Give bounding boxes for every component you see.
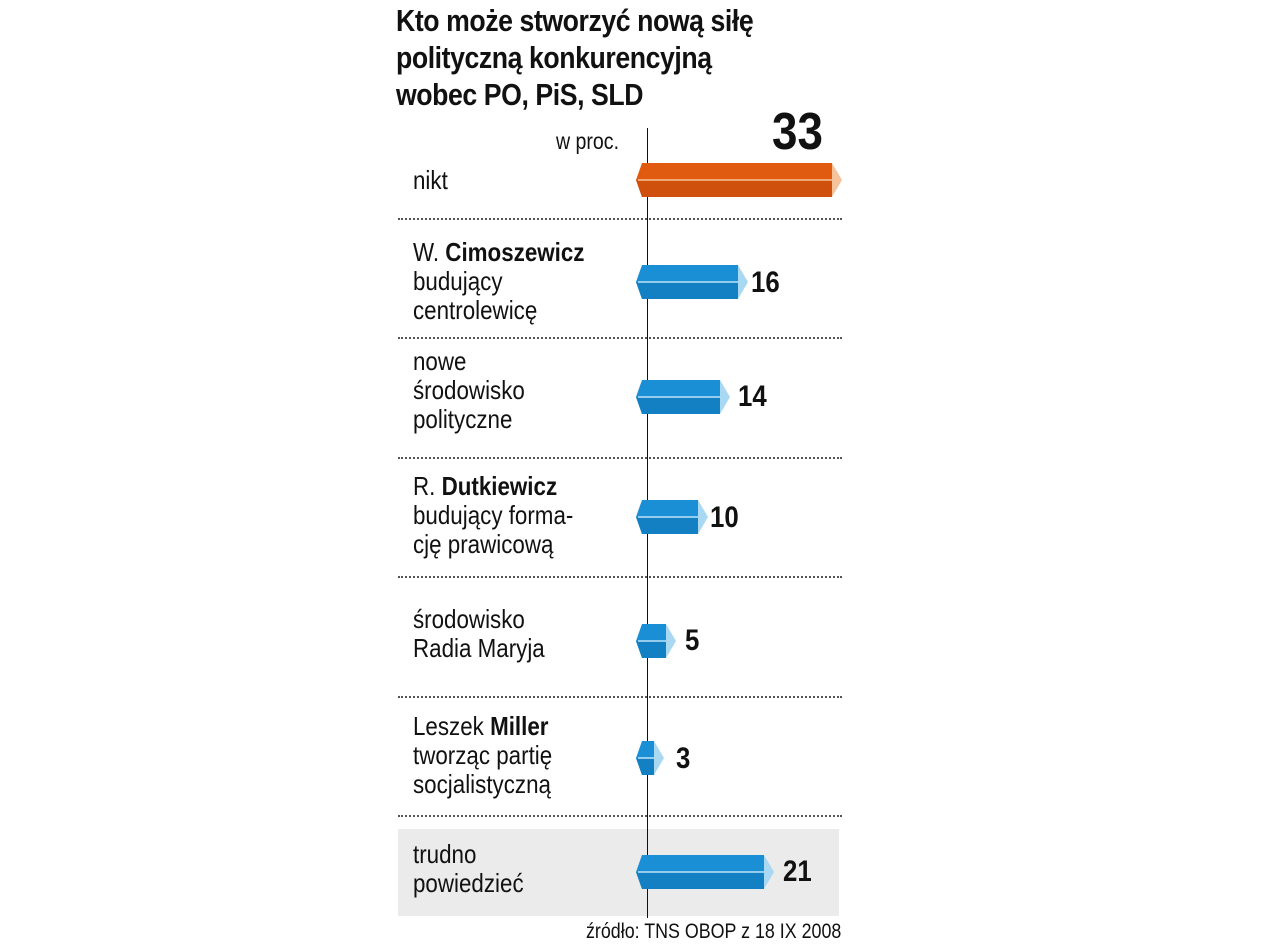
title-line-2: polityczną konkurencyjną bbox=[396, 40, 712, 75]
chart-title: Kto może stworzyć nową siłę polityczną k… bbox=[396, 2, 783, 113]
row-label-nowe-srodowisko: nowe środowisko polityczne bbox=[413, 346, 525, 434]
row-label-nikt: nikt bbox=[413, 165, 448, 195]
bar-nowe-srodowisko bbox=[636, 380, 736, 414]
source-note: źródło: TNS OBOP z 18 IX 2008 bbox=[586, 920, 842, 943]
value-label-radio-maryja: 5 bbox=[685, 624, 700, 657]
row-separator bbox=[398, 218, 842, 220]
bar-dutkiewicz bbox=[636, 500, 716, 534]
value-label-dutkiewicz: 10 bbox=[710, 501, 739, 534]
row-label-miller: Leszek Miller tworząc partię socjalistyc… bbox=[413, 711, 553, 799]
bar-radio-maryja bbox=[636, 624, 686, 658]
row-label-cimoszewicz: W. Cimoszewicz budujący centrolewicę bbox=[413, 237, 585, 325]
row-separator bbox=[398, 815, 842, 817]
row-separator bbox=[398, 337, 842, 339]
unit-label: w proc. bbox=[556, 128, 620, 154]
row-label-radio-maryja: środowisko Radia Maryja bbox=[413, 604, 545, 663]
value-label-nowe-srodowisko: 14 bbox=[738, 380, 767, 413]
row-label-trudno-powiedziec: trudno powiedzieć bbox=[413, 839, 524, 898]
value-label-trudno-powiedziec: 21 bbox=[783, 855, 812, 888]
row-label-dutkiewicz: R. Dutkiewicz budujący forma- cję prawic… bbox=[413, 471, 574, 559]
value-label-cimoszewicz: 16 bbox=[751, 266, 780, 299]
bar-miller bbox=[636, 741, 672, 775]
title-line-1: Kto może stworzyć nową siłę bbox=[396, 3, 754, 38]
value-label-nikt: 33 bbox=[772, 103, 823, 161]
value-label-miller: 3 bbox=[676, 742, 691, 775]
bar-trudno-powiedziec bbox=[636, 855, 786, 889]
row-separator bbox=[398, 696, 842, 698]
row-separator bbox=[398, 576, 842, 578]
row-separator bbox=[398, 457, 842, 459]
bar-cimoszewicz bbox=[636, 265, 756, 299]
title-line-3: wobec PO, PiS, SLD bbox=[396, 77, 644, 112]
bar-nikt bbox=[636, 163, 846, 197]
